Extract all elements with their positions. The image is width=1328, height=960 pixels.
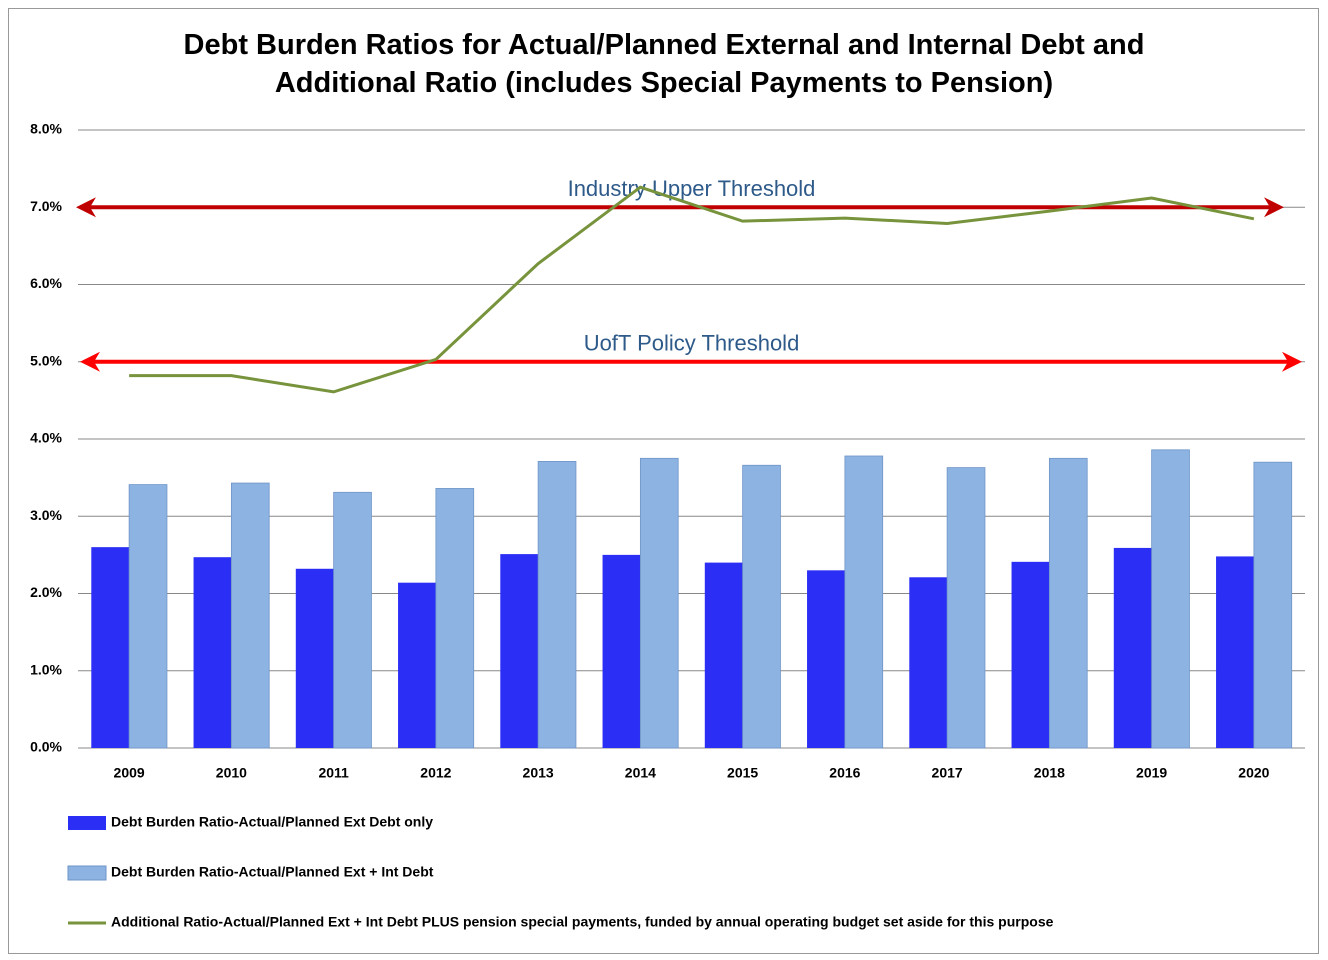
bar [844,455,884,749]
x-tick-label: 2016 [829,765,860,781]
y-tick-label: 7.0% [30,198,62,214]
x-tick-label: 2010 [216,765,247,781]
bar [230,482,270,749]
y-tick-label: 8.0% [30,121,62,137]
bar [807,570,845,748]
threshold-label: Industry Upper Threshold [568,176,816,201]
bar [333,491,372,749]
chart-frame [8,8,1319,954]
y-tick-label: 0.0% [30,739,62,755]
chart-title: Debt Burden Ratios for Actual/Planned Ex… [183,29,1145,99]
line-series [129,185,1255,394]
x-tick-label: 2020 [1238,765,1269,781]
legend-label: Debt Burden Ratio-Actual/Planned Ext + I… [111,864,434,880]
bar [435,488,475,749]
bar [1216,556,1254,748]
x-tick-label: 2013 [523,765,554,781]
bar [398,582,436,748]
bar [639,457,679,749]
x-tick-label: 2009 [114,765,145,781]
bar [295,568,334,748]
y-tick-label: 2.0% [30,584,62,600]
bar [742,464,781,749]
legend-swatch [67,865,107,881]
legend-label: Additional Ratio-Actual/Planned Ext + In… [111,914,1054,930]
bar [1113,547,1152,748]
x-tick-label: 2019 [1136,765,1167,781]
bar [91,547,130,748]
bar [909,577,948,748]
bar [193,557,232,748]
legend-swatch [68,816,106,830]
y-tick-label: 1.0% [30,661,62,677]
x-tick-label: 2011 [318,765,349,781]
bar [128,484,168,749]
bar [946,467,986,749]
y-tick-label: 6.0% [30,275,62,291]
bar [1011,561,1050,748]
bar [537,461,577,749]
bar [1048,457,1088,749]
x-tick-label: 2014 [625,765,656,781]
x-tick-label: 2018 [1034,765,1065,781]
bar [704,562,743,748]
x-tick-label: 2015 [727,765,758,781]
y-tick-label: 4.0% [30,430,62,446]
legend-label: Debt Burden Ratio-Actual/Planned Ext Deb… [111,814,433,830]
threshold-label: UofT Policy Threshold [584,331,800,356]
bar [1253,461,1293,749]
bar [500,554,539,748]
bar [1151,449,1190,749]
y-tick-label: 3.0% [30,507,62,523]
y-tick-label: 5.0% [30,352,62,368]
bar [602,554,641,748]
x-tick-label: 2017 [932,765,963,781]
x-tick-label: 2012 [420,765,451,781]
